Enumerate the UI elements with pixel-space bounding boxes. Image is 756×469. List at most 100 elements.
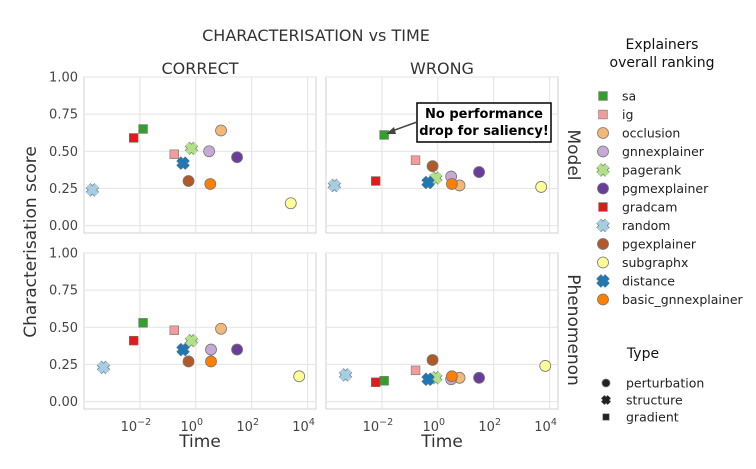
legend-swatch-subgraphx bbox=[597, 256, 609, 269]
panel-phenomenon-correct bbox=[83, 252, 317, 410]
legend-type-swatch-gradient bbox=[602, 413, 610, 421]
point-pgexplainer bbox=[426, 160, 439, 173]
point-random bbox=[338, 368, 353, 382]
x-tick-exponent: −2 bbox=[137, 417, 151, 428]
legend-label: sa bbox=[622, 89, 636, 104]
legend-item-basic_gnnexplainer: basic_gnnexplainer bbox=[597, 292, 744, 307]
x-tick-exponent: 4 bbox=[551, 417, 557, 428]
yticks-top: 0.00 0.25 0.50 0.75 1.00 bbox=[49, 71, 78, 235]
y-tick-label: 0.00 bbox=[49, 219, 78, 234]
y-tick-label: 0.25 bbox=[49, 182, 78, 197]
legend-title-line-1: Explainers bbox=[626, 37, 699, 53]
legend-item-pgmexplainer: pgmexplainer bbox=[597, 181, 709, 196]
row-label-model: Model bbox=[563, 129, 583, 180]
row-label-phenomenon: Phenomenon bbox=[563, 274, 583, 386]
point-pgexplainer bbox=[182, 355, 195, 368]
point-pagerank bbox=[429, 371, 443, 385]
annotation-box bbox=[416, 102, 552, 143]
legend-type-structure: structure bbox=[600, 393, 683, 408]
point-sa bbox=[379, 130, 389, 140]
legend-swatch-basic_gnnexplainer bbox=[597, 293, 609, 306]
legend-label: ig bbox=[622, 107, 633, 122]
y-tick-label: 0.50 bbox=[49, 145, 78, 160]
point-random bbox=[85, 183, 100, 197]
panel-phenomenon-wrong bbox=[325, 252, 559, 410]
legend-label: gradcam bbox=[622, 200, 677, 215]
panel-model-wrong bbox=[325, 76, 559, 234]
y-tick-label: 0.50 bbox=[49, 321, 78, 336]
legend-swatch-pgexplainer bbox=[597, 238, 609, 250]
point-occlusion bbox=[215, 124, 227, 137]
x-axis-label-left: Time bbox=[178, 432, 221, 452]
legend-swatch-occlusion bbox=[597, 127, 609, 139]
point-pgmexplainer bbox=[473, 166, 485, 178]
legend-label: occlusion bbox=[622, 126, 680, 141]
point-occlusion bbox=[215, 322, 227, 335]
x-tick-label: 104 bbox=[534, 417, 557, 435]
point-subgraphx bbox=[284, 197, 297, 210]
x-tick-exponent: 4 bbox=[309, 417, 315, 428]
point-random bbox=[96, 360, 111, 375]
point-pgexplainer bbox=[426, 354, 439, 366]
legend-item-pgexplainer: pgexplainer bbox=[597, 237, 697, 252]
legend-type-perturbation: perturbation bbox=[601, 376, 704, 391]
y-tick-label: 0.75 bbox=[49, 284, 78, 299]
col-label-wrong: WRONG bbox=[410, 59, 474, 78]
legend-swatch-ig bbox=[598, 109, 608, 120]
yticks-bottom: 0.00 0.25 0.50 0.75 1.00 bbox=[49, 247, 78, 411]
legend-label: pgmexplainer bbox=[622, 181, 709, 196]
y-axis-label: Characterisation score bbox=[21, 146, 41, 338]
legend-type-gradient: gradient bbox=[602, 410, 679, 425]
point-random bbox=[327, 178, 342, 193]
legend-label: gnnexplainer bbox=[622, 144, 705, 159]
point-sa bbox=[138, 124, 148, 134]
x-tick-label: 10−2 bbox=[363, 417, 394, 435]
legend-swatch-gnnexplainer bbox=[597, 145, 609, 158]
point-distance bbox=[176, 342, 190, 357]
point-pgmexplainer bbox=[473, 371, 485, 384]
legend-item-gnnexplainer: gnnexplainer bbox=[597, 144, 705, 159]
y-tick-label: 1.00 bbox=[49, 247, 78, 262]
point-ig bbox=[169, 149, 179, 159]
legend-item-sa: sa bbox=[598, 89, 636, 104]
legend-swatch-gradcam bbox=[598, 202, 608, 212]
point-sa bbox=[138, 318, 148, 328]
x-tick-exponent: 2 bbox=[495, 417, 501, 428]
point-pagerank bbox=[184, 333, 199, 348]
chart-title: CHARACTERISATION vs TIME bbox=[202, 26, 430, 45]
legend-item-random: random bbox=[596, 218, 670, 233]
point-subgraphx bbox=[539, 360, 552, 372]
legend-label: pagerank bbox=[622, 163, 682, 178]
point-basic_gnnexplainer bbox=[204, 178, 217, 190]
annotation-line-1: No performance bbox=[425, 107, 543, 122]
xticks-right: 10−2 100 102 104 bbox=[363, 417, 557, 435]
x-tick-label: 102 bbox=[478, 417, 501, 435]
panel-frame bbox=[83, 76, 317, 234]
point-pagerank bbox=[184, 141, 199, 156]
legend-item-ig: ig bbox=[598, 107, 633, 122]
point-subgraphx bbox=[293, 370, 306, 383]
point-gradcam bbox=[370, 176, 381, 186]
x-tick-exponent: 2 bbox=[253, 417, 259, 428]
x-tick-label: 100 bbox=[180, 417, 203, 435]
point-distance bbox=[421, 175, 435, 190]
legend-type-title: Type bbox=[626, 346, 659, 362]
point-gradcam bbox=[128, 335, 139, 346]
legend-type-swatch-perturbation bbox=[601, 378, 611, 388]
annotation-line-2: drop for saliency! bbox=[419, 124, 549, 139]
annotation-arrowhead bbox=[386, 127, 396, 134]
legend-item-occlusion: occlusion bbox=[597, 126, 680, 141]
legend-label: distance bbox=[622, 274, 675, 289]
y-tick-label: 0.25 bbox=[49, 358, 78, 373]
y-tick-label: 0.00 bbox=[49, 395, 78, 410]
legend-swatch-pagerank bbox=[596, 163, 610, 177]
point-ig bbox=[169, 325, 179, 335]
legend-swatch-sa bbox=[598, 91, 608, 101]
x-tick-exponent: 0 bbox=[197, 417, 203, 428]
point-distance bbox=[421, 372, 435, 387]
legend-type-label: gradient bbox=[626, 410, 679, 425]
point-pgexplainer bbox=[182, 175, 195, 187]
legend-explainers: sa ig occlusion gnnexplainer pagerank pgmexpl… bbox=[596, 89, 744, 307]
panel-frame bbox=[325, 76, 559, 234]
